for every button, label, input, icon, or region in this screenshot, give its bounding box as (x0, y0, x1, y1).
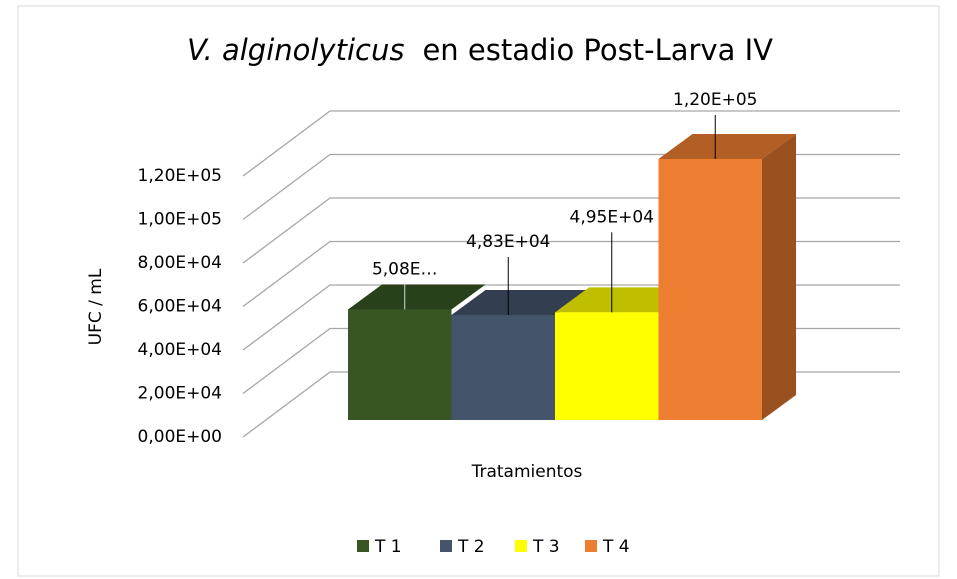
grid-line (242, 110, 900, 177)
bar-top (658, 134, 796, 159)
title-rest: en estadio Post-Larva IV (422, 33, 773, 67)
bar (555, 312, 659, 420)
legend-label: T 1 (374, 537, 402, 557)
chart-title: V. alginolyticus en estadio Post-Larva IV (187, 33, 773, 67)
bar (348, 309, 452, 420)
bar-top (451, 289, 589, 315)
legend-label: T 2 (457, 537, 485, 557)
value-label: 4,83E+04 (466, 232, 550, 252)
y-tick-label: 2,00E+04 (138, 384, 222, 404)
bar-top (555, 287, 693, 313)
y-axis-title: UFC / mL (86, 268, 106, 345)
bar-top (348, 284, 486, 310)
legend-swatch (357, 540, 369, 552)
value-label: 1,20E+05 (673, 90, 757, 110)
y-tick-label: 4,00E+04 (138, 340, 222, 360)
bar (658, 159, 762, 420)
bar-side (762, 134, 796, 420)
legend-swatch (515, 540, 527, 552)
legend-swatch (440, 540, 452, 552)
y-tick-label: 1,00E+05 (138, 210, 222, 230)
y-tick-label: 6,00E+04 (138, 297, 222, 317)
value-label: 5,08E… (372, 260, 438, 280)
legend-swatch (585, 540, 597, 552)
value-label: 4,95E+04 (570, 207, 654, 227)
chart-area (17, 5, 940, 577)
legend-label: T 3 (532, 537, 560, 557)
y-tick-label: 0,00E+00 (138, 427, 222, 447)
y-tick-label: 1,20E+05 (138, 166, 222, 186)
legend-label: T 4 (602, 537, 630, 557)
y-tick-label: 8,00E+04 (138, 253, 222, 273)
title-italic: V. alginolyticus (187, 33, 404, 67)
bar (451, 314, 555, 420)
x-axis-title: Tratamientos (471, 462, 583, 482)
